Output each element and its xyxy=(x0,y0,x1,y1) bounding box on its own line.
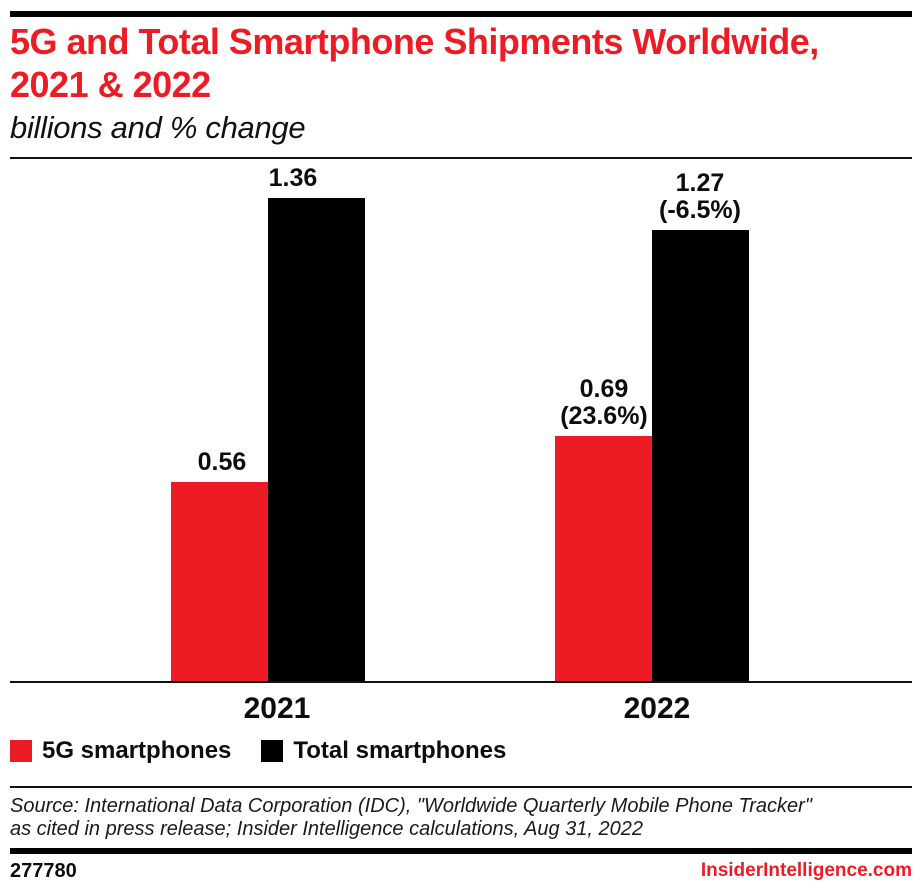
bar-value-line: (-6.5%) xyxy=(659,196,741,224)
chart-legend: 5G smartphones Total smartphones xyxy=(10,737,506,765)
x-axis-labels: 2021 2022 xyxy=(0,692,922,726)
legend-swatch-icon xyxy=(261,740,284,762)
bar-value-label-total-smartphones-2021: 1.36 xyxy=(173,165,413,192)
top-accent-bar xyxy=(10,11,912,17)
legend-item-total-smartphones: Total smartphones xyxy=(261,737,506,765)
chart-subtitle: billions and % change xyxy=(10,110,306,145)
bar-value-line: 1.27 xyxy=(675,169,725,197)
bar-value-line: 0.69 xyxy=(579,375,629,403)
source-divider-line xyxy=(10,786,912,788)
legend-label: Total smartphones xyxy=(293,737,507,764)
legend-swatch-icon xyxy=(10,740,32,762)
bar-5g-smartphones-2022 xyxy=(555,436,652,683)
bar-value-label-5g-smartphones-2021: 0.56 xyxy=(102,449,342,476)
source-note: Source: International Data Corporation (… xyxy=(10,795,812,841)
legend-label: 5G smartphones xyxy=(42,737,232,764)
bar-total-smartphones-2021 xyxy=(268,198,365,683)
website-link[interactable]: InsiderIntelligence.com xyxy=(700,860,912,881)
bar-value-line: 0.56 xyxy=(197,448,247,476)
source-line1: Source: International Data Corporation (… xyxy=(10,795,812,817)
bar-value-label-total-smartphones-2022: 1.27 (-6.5%) xyxy=(580,170,820,224)
bar-5g-smartphones-2021 xyxy=(171,482,268,683)
source-line2: as cited in press release; Insider Intel… xyxy=(10,818,643,840)
legend-item-5g-smartphones: 5G smartphones xyxy=(10,737,231,765)
x-axis-label-2021: 2021 xyxy=(243,692,311,725)
header-divider-line xyxy=(10,157,912,159)
bar-value-line: (23.6%) xyxy=(560,402,648,430)
footer-accent-bar xyxy=(10,848,912,854)
x-axis-line xyxy=(10,681,912,683)
chart-id: 277780 xyxy=(10,860,77,882)
chart-title: 5G and Total Smartphone Shipments Worldw… xyxy=(10,20,819,106)
chart-title-line1: 5G and Total Smartphone Shipments Worldw… xyxy=(10,21,819,62)
bar-value-line: 1.36 xyxy=(268,164,318,192)
bar-value-label-5g-smartphones-2022: 0.69 (23.6%) xyxy=(484,376,724,430)
bar-total-smartphones-2022 xyxy=(652,230,749,683)
x-axis-label-2022: 2022 xyxy=(623,692,691,725)
chart-title-line2: 2021 & 2022 xyxy=(10,64,211,105)
bar-chart-plot-area: 0.56 0.69 (23.6%) 1.36 1.27 (-6.5%) xyxy=(0,159,922,683)
